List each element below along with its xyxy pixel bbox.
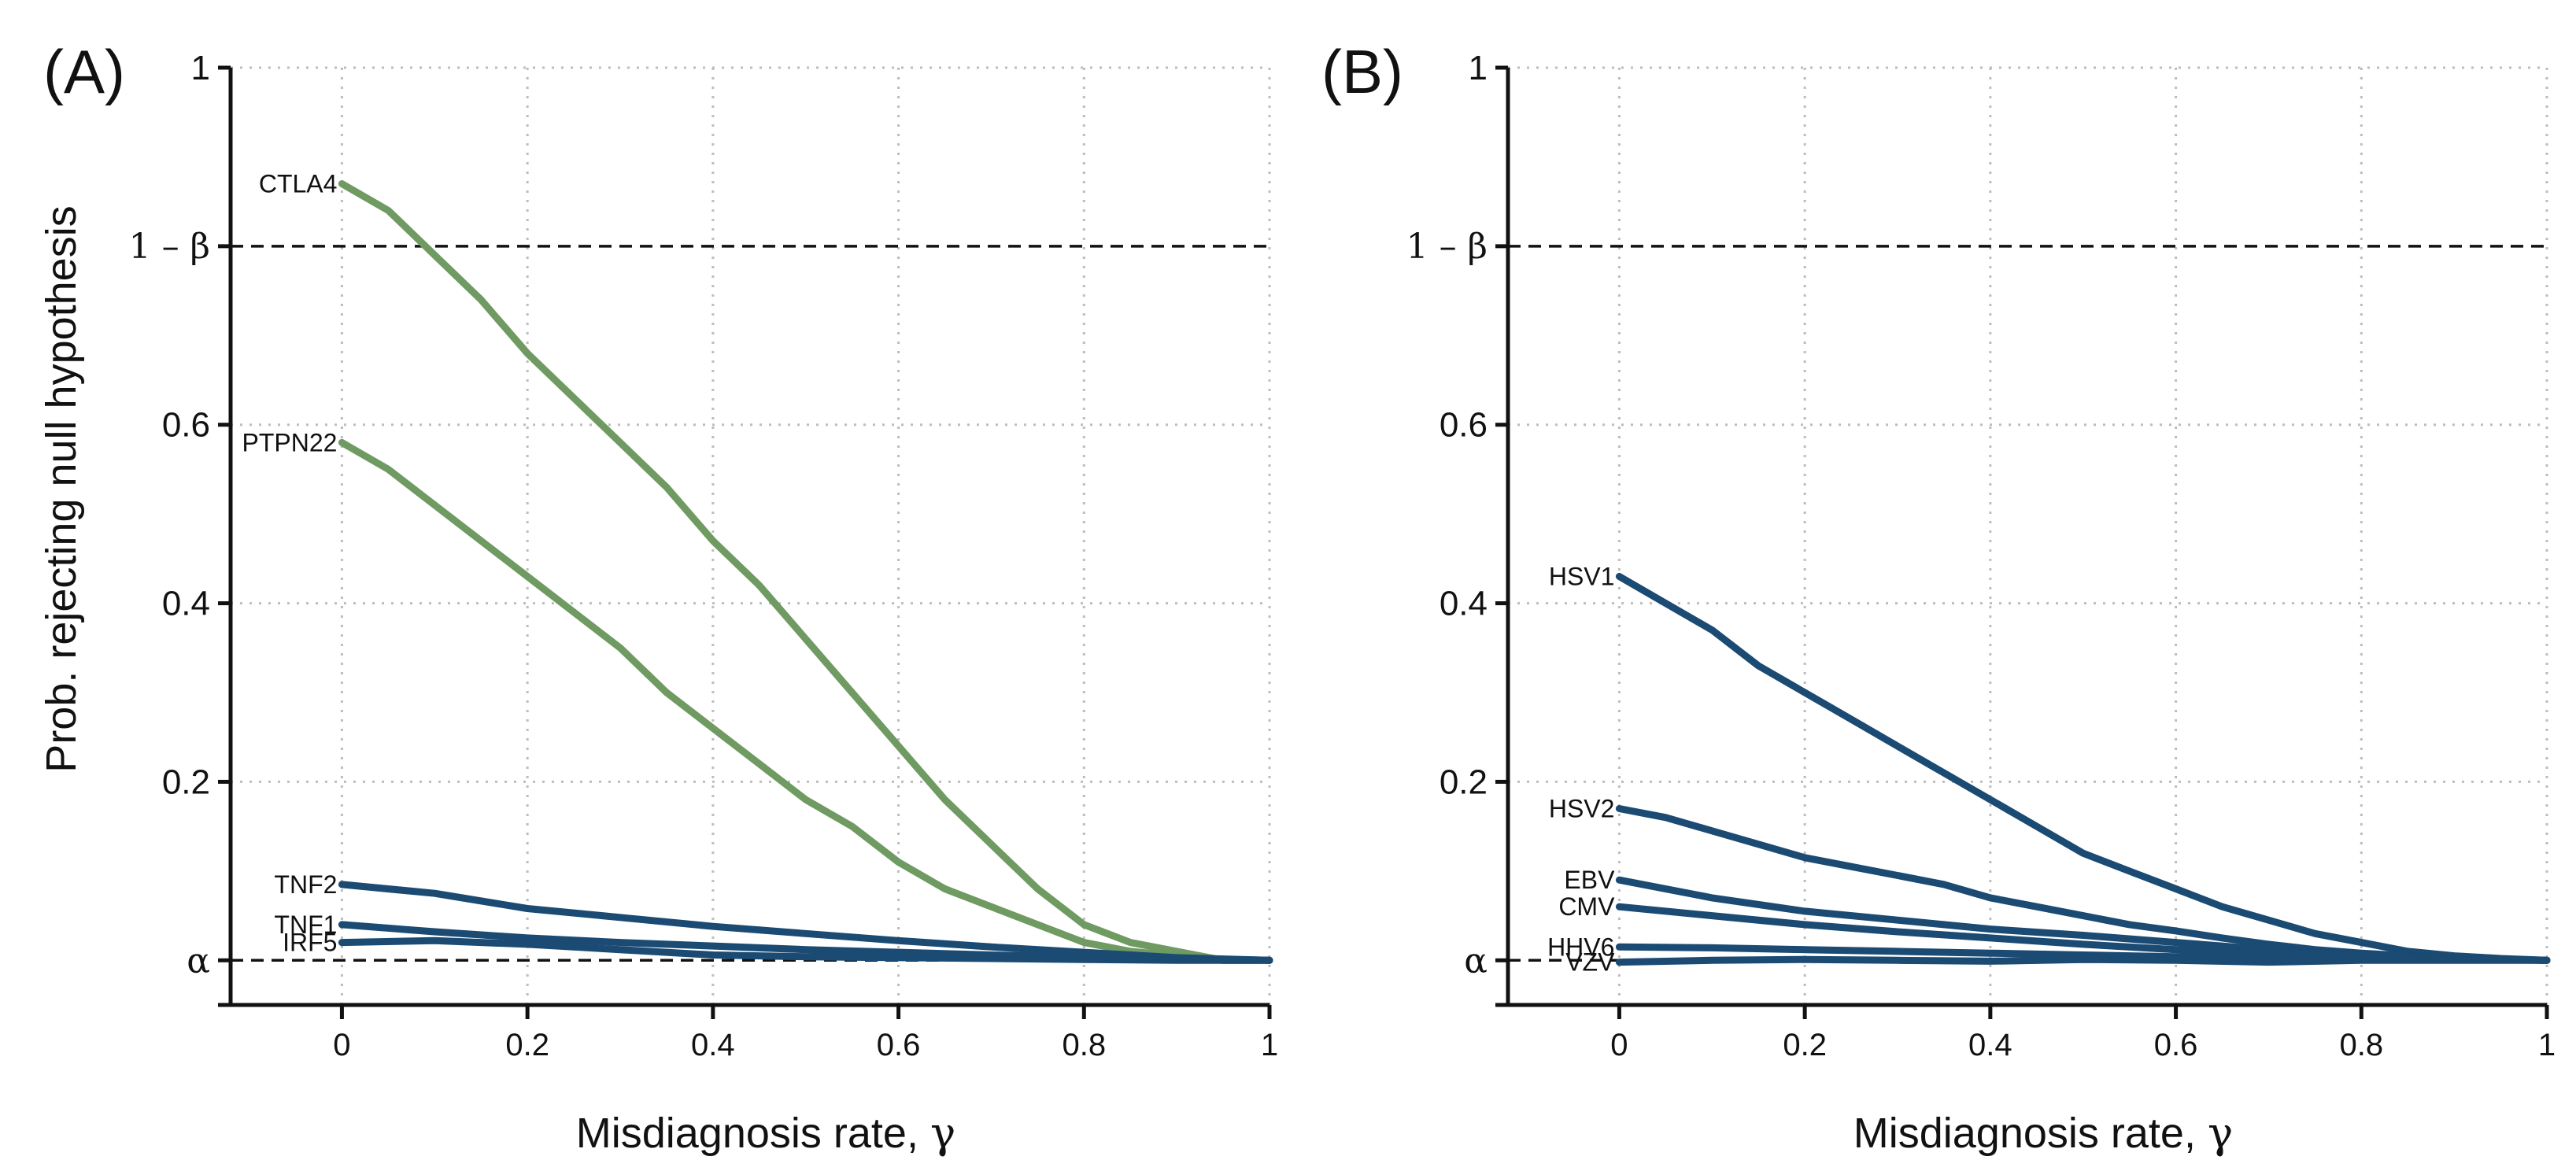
series-line-hsv1 [1615, 573, 2551, 964]
series-label-hsv2: HSV2 [1549, 794, 1615, 822]
series-label-tnf1: TNF1 [274, 911, 337, 939]
x-tick-label: 0 [1610, 1028, 1628, 1062]
panel-label: (A) [43, 37, 125, 106]
y-axis-title: Prob. rejecting null hypothesis [38, 205, 85, 772]
x-tick-label: 1 [2538, 1028, 2556, 1062]
y-tick-label: 0.4 [162, 585, 210, 623]
x-tick-label: 0.6 [877, 1028, 921, 1062]
series-line-vzv [1615, 955, 2551, 966]
x-tick-label: 0.4 [1968, 1028, 2012, 1062]
series-label-ebv: EBV [1564, 866, 1615, 894]
y-tick-label: 1 [1469, 49, 1488, 87]
x-tick-label: 0.2 [1783, 1028, 1827, 1062]
x-axis-symbol: γ [2208, 1108, 2233, 1158]
series-label-ptpn22: PTPN22 [242, 428, 337, 456]
x-axis-symbol: γ [930, 1108, 955, 1158]
x-tick-label: 0.6 [2154, 1028, 2198, 1062]
y-tick-label: 0.4 [1440, 585, 1488, 623]
series-label-vzv: VZV [1565, 948, 1615, 977]
y-tick-label: 0.6 [162, 406, 210, 445]
series-line-irf5 [338, 936, 1273, 964]
panel-label: (B) [1321, 37, 1403, 106]
y-tick-label: 0.6 [1440, 406, 1488, 445]
series-line-ptpn22 [338, 438, 1273, 964]
series-label-hhv6: HHV6 [1547, 933, 1614, 961]
y-tick-label: 0.2 [1440, 763, 1488, 801]
panel-a: (A) 1 1 – β 0.6 0.4 0.2 α 0 0.2 0.4 0.6 0.8 1 Misdiag… [38, 37, 1278, 1158]
series-label-ctla4: CTLA4 [259, 169, 338, 198]
x-axis-title: Misdiagnosis rate, γ [1853, 1108, 2233, 1158]
series-line-ctla4 [338, 180, 1273, 964]
series-label-hsv1: HSV1 [1549, 563, 1615, 591]
y-tick-label: α [1464, 940, 1488, 981]
x-tick-label: 0.8 [1062, 1028, 1106, 1062]
x-tick-label: 0.4 [691, 1028, 735, 1062]
x-tick-label: 0.2 [505, 1028, 549, 1062]
x-tick-label: 0 [333, 1028, 350, 1062]
series-label-tnf2: TNF2 [274, 870, 337, 899]
panel-b: (B) 1 1 – β 0.6 0.4 0.2 α 0 0.2 0.4 0.6 0.8 1 Misdiag… [1321, 37, 2556, 1158]
y-tick-label: 1 – β [129, 227, 210, 267]
x-axis-title: Misdiagnosis rate, γ [576, 1108, 955, 1158]
x-tick-label: 0.8 [2339, 1028, 2383, 1062]
y-tick-label: α [187, 940, 210, 981]
y-tick-label: 1 – β [1406, 227, 1488, 267]
series-label-irf5: IRF5 [283, 929, 337, 957]
series-label-cmv: CMV [1558, 892, 1615, 921]
y-tick-label: 1 [191, 49, 210, 87]
x-tick-label: 1 [1261, 1028, 1278, 1062]
y-tick-label: 0.2 [162, 763, 210, 801]
